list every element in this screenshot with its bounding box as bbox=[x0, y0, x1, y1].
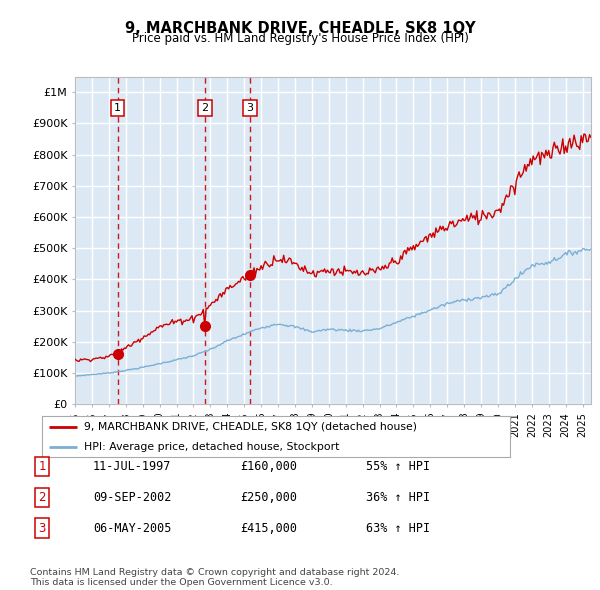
Text: 3: 3 bbox=[38, 522, 46, 535]
Text: 11-JUL-1997: 11-JUL-1997 bbox=[93, 460, 172, 473]
Text: 1: 1 bbox=[38, 460, 46, 473]
Text: 09-SEP-2002: 09-SEP-2002 bbox=[93, 491, 172, 504]
Text: 9, MARCHBANK DRIVE, CHEADLE, SK8 1QY: 9, MARCHBANK DRIVE, CHEADLE, SK8 1QY bbox=[125, 21, 475, 35]
Text: 3: 3 bbox=[247, 103, 254, 113]
Text: 1: 1 bbox=[115, 103, 121, 113]
Text: 2: 2 bbox=[202, 103, 209, 113]
Text: Price paid vs. HM Land Registry's House Price Index (HPI): Price paid vs. HM Land Registry's House … bbox=[131, 32, 469, 45]
Text: 63% ↑ HPI: 63% ↑ HPI bbox=[366, 522, 430, 535]
Text: 2: 2 bbox=[38, 491, 46, 504]
Text: 36% ↑ HPI: 36% ↑ HPI bbox=[366, 491, 430, 504]
Text: £415,000: £415,000 bbox=[240, 522, 297, 535]
Text: Contains HM Land Registry data © Crown copyright and database right 2024.
This d: Contains HM Land Registry data © Crown c… bbox=[30, 568, 400, 587]
Text: 9, MARCHBANK DRIVE, CHEADLE, SK8 1QY (detached house): 9, MARCHBANK DRIVE, CHEADLE, SK8 1QY (de… bbox=[84, 422, 417, 432]
Text: HPI: Average price, detached house, Stockport: HPI: Average price, detached house, Stoc… bbox=[84, 442, 340, 453]
Text: £160,000: £160,000 bbox=[240, 460, 297, 473]
Text: 06-MAY-2005: 06-MAY-2005 bbox=[93, 522, 172, 535]
Text: 55% ↑ HPI: 55% ↑ HPI bbox=[366, 460, 430, 473]
Text: £250,000: £250,000 bbox=[240, 491, 297, 504]
